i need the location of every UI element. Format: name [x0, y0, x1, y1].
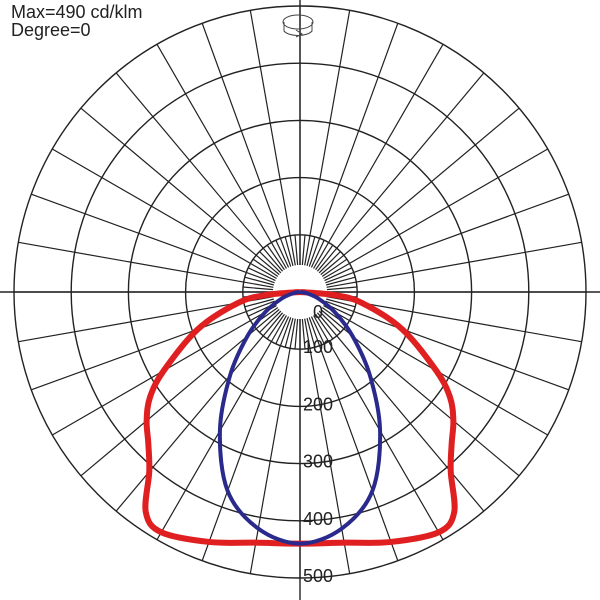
- grid-radial-line: [244, 276, 275, 286]
- grid-radial-line: [301, 234, 306, 266]
- grid-radial-line: [31, 300, 275, 391]
- radial-tick-label: 100: [303, 337, 333, 357]
- grid-radial-line: [312, 44, 444, 269]
- grid-radial-line: [252, 258, 279, 278]
- grid-radial-line: [323, 148, 548, 280]
- radial-tick-label: 300: [303, 452, 333, 472]
- grid-radial-line: [326, 241, 582, 288]
- grid-radial-line: [284, 317, 294, 348]
- grid-radial-line: [259, 251, 282, 274]
- grid-radial-line: [294, 234, 299, 266]
- grid-radial-line: [31, 193, 275, 284]
- grid-radial-line: [304, 318, 351, 574]
- radial-tick-label: 0: [313, 302, 323, 322]
- grid-radial-line: [115, 312, 284, 512]
- grid-radial-line: [294, 318, 299, 350]
- grid-radial-line: [306, 317, 316, 348]
- grid-radial-line: [18, 241, 274, 288]
- grid-radial-line: [266, 244, 286, 271]
- grid-radial-line: [266, 313, 286, 340]
- grid-radial-line: [201, 317, 292, 561]
- grid-radial-line: [318, 251, 341, 274]
- grid-radial-line: [301, 318, 306, 350]
- grid-radial-line: [115, 72, 284, 272]
- grid-radial-line: [308, 317, 399, 561]
- grid-radial-line: [247, 267, 276, 282]
- grid-radial-line: [325, 276, 356, 286]
- grid-radial-line: [275, 316, 290, 345]
- grid-radial-line: [316, 312, 485, 512]
- radial-tick-label: 500: [303, 566, 333, 586]
- grid-radial-line: [318, 310, 341, 333]
- grid-radial-line: [314, 313, 334, 340]
- grid-radial-line: [325, 193, 569, 284]
- grid-radial-line: [304, 10, 351, 266]
- grid-radial-line: [259, 310, 282, 333]
- grid-radial-line: [306, 236, 316, 267]
- grid-radial-line: [249, 10, 296, 266]
- grid-radial-line: [244, 298, 275, 308]
- grid-radial-line: [156, 44, 288, 269]
- intensity-curve: [217, 290, 383, 546]
- grid-radial-line: [242, 286, 274, 291]
- grid-radial-line: [324, 267, 353, 282]
- grid-radial-line: [316, 72, 485, 272]
- grid-radial-line: [325, 300, 569, 391]
- grid-radial-line: [326, 286, 358, 291]
- grid-radial-line: [249, 318, 296, 574]
- grid-radial-line: [275, 239, 290, 268]
- grid-radial-line: [314, 244, 334, 271]
- grid-radial-line: [310, 316, 325, 345]
- grid-radial-line: [52, 148, 277, 280]
- grid-radial-line: [284, 236, 294, 267]
- max-label: Max=490 cd/klm: [11, 2, 143, 22]
- grid-radial-line: [321, 258, 348, 278]
- grid-radial-line: [325, 298, 356, 308]
- grid-radial-line: [320, 107, 520, 276]
- radial-tick-label: 400: [303, 509, 333, 529]
- degree-label: Degree=0: [11, 20, 91, 40]
- rotate-icon: [282, 14, 314, 38]
- grid-radial-line: [310, 239, 325, 268]
- grid-radial-line: [80, 107, 280, 276]
- radial-tick-label: 200: [303, 394, 333, 414]
- grid-radial-line: [308, 23, 399, 267]
- grid-radial-line: [201, 23, 292, 267]
